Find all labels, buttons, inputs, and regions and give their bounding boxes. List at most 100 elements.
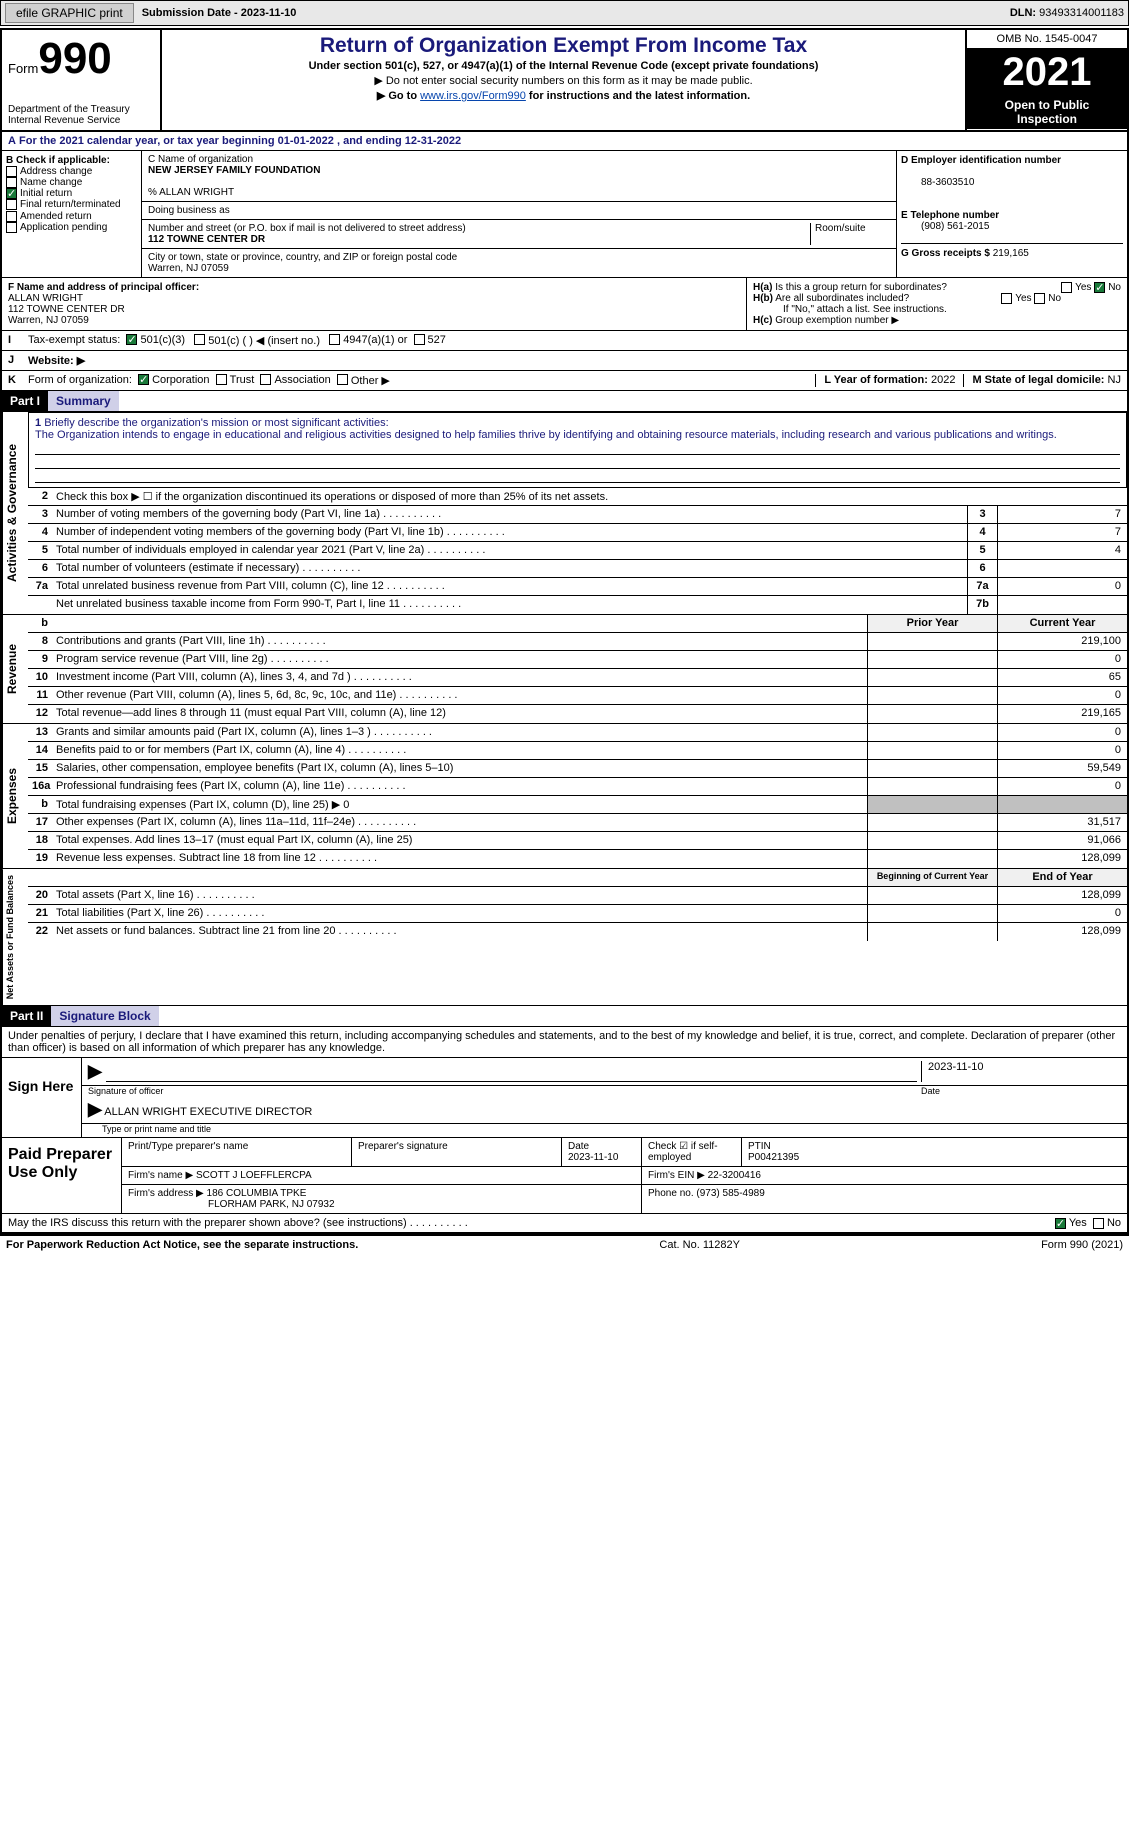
chk-501c3[interactable] <box>126 334 137 345</box>
perjury-declaration: Under penalties of perjury, I declare th… <box>2 1027 1127 1058</box>
sign-here-label: Sign Here <box>2 1058 82 1137</box>
val-9: 0 <box>997 651 1127 668</box>
chk-other[interactable] <box>337 374 348 385</box>
chk-4947[interactable] <box>329 334 340 345</box>
form-ref: Form 990 (2021) <box>1041 1239 1123 1251</box>
firm-addr2: FLORHAM PARK, NJ 07932 <box>128 1199 335 1210</box>
paperwork-notice: For Paperwork Reduction Act Notice, see … <box>6 1239 358 1251</box>
val-18: 91,066 <box>997 832 1127 849</box>
firm-name: SCOTT J LOEFFLERCPA <box>196 1170 312 1181</box>
prep-date: 2023-11-10 <box>568 1152 618 1163</box>
chk-corporation[interactable] <box>138 374 149 385</box>
chk-association[interactable] <box>260 374 271 385</box>
telephone: (908) 561-2015 <box>901 221 989 232</box>
irs-link[interactable]: www.irs.gov/Form990 <box>420 90 526 102</box>
firm-phone: (973) 585-4989 <box>696 1188 764 1199</box>
arrow-icon: ▶ <box>88 1061 102 1082</box>
val-21: 0 <box>997 905 1127 922</box>
section-bcd: B Check if applicable: Address change Na… <box>2 151 1127 278</box>
chk-initial-return[interactable] <box>6 188 17 199</box>
form-number: 990 <box>38 34 111 83</box>
chk-discuss-no[interactable] <box>1093 1218 1104 1229</box>
section-activities-governance: Activities & Governance 1 Briefly descri… <box>2 412 1127 615</box>
page-footer: For Paperwork Reduction Act Notice, see … <box>0 1234 1129 1254</box>
vert-label-revenue: Revenue <box>2 615 28 723</box>
officer-name: ALLAN WRIGHT <box>8 293 83 304</box>
chk-hb-yes[interactable] <box>1001 293 1012 304</box>
chk-final-return[interactable] <box>6 199 17 210</box>
row-j-website: J Website: ▶ <box>2 351 1127 371</box>
ptin: P00421395 <box>748 1152 799 1163</box>
form-subtitle: Under section 501(c), 527, or 4947(a)(1)… <box>168 60 959 72</box>
line2-text: Check this box ▶ ☐ if the organization d… <box>52 488 1127 505</box>
care-of: % ALLAN WRIGHT <box>148 187 234 198</box>
omb-number: OMB No. 1545-0047 <box>967 30 1127 50</box>
sig-date: 2023-11-10 <box>928 1061 983 1073</box>
chk-discuss-yes[interactable] <box>1055 1218 1066 1229</box>
vert-label-activities: Activities & Governance <box>2 412 28 614</box>
col-d-ein: D Employer identification number 88-3603… <box>897 151 1127 277</box>
hdr-current-year: Current Year <box>997 615 1127 632</box>
val-19: 128,099 <box>997 850 1127 868</box>
val-7b <box>997 596 1127 614</box>
org-city: Warren, NJ 07059 <box>148 263 229 274</box>
hdr-prior-year: Prior Year <box>867 615 997 632</box>
vert-label-net-assets: Net Assets or Fund Balances <box>2 869 28 1005</box>
officer-addr1: 112 TOWNE CENTER DR <box>8 304 125 315</box>
hdr-beginning: Beginning of Current Year <box>867 869 997 886</box>
chk-application-pending[interactable] <box>6 222 17 233</box>
hdr-end-year: End of Year <box>997 869 1127 886</box>
vert-label-expenses: Expenses <box>2 724 28 868</box>
row-a-calendar-year: A For the 2021 calendar year, or tax yea… <box>2 132 1127 151</box>
arrow-icon: ▶ <box>88 1099 102 1119</box>
dept-treasury: Department of the Treasury <box>8 104 154 115</box>
col-b-checkboxes: B Check if applicable: Address change Na… <box>2 151 142 277</box>
section-revenue: Revenue bPrior YearCurrent Year 8Contrib… <box>2 615 1127 724</box>
discuss-row: May the IRS discuss this return with the… <box>2 1214 1127 1232</box>
chk-527[interactable] <box>414 334 425 345</box>
chk-address-change[interactable] <box>6 166 17 177</box>
dba-label: Doing business as <box>142 202 896 220</box>
check-self-employed: Check ☑ if self-employed <box>642 1138 742 1166</box>
state-domicile: NJ <box>1108 374 1121 386</box>
gross-receipts: 219,165 <box>993 248 1029 259</box>
val-3: 7 <box>997 506 1127 523</box>
firm-addr1: 186 COLUMBIA TPKE <box>207 1188 307 1199</box>
open-to-public: Open to PublicInspection <box>967 95 1127 129</box>
dln: DLN: 93493314001183 <box>1010 7 1124 19</box>
chk-trust[interactable] <box>216 374 227 385</box>
form-note2: ▶ Go to www.irs.gov/Form990 for instruct… <box>168 89 959 102</box>
val-7a: 0 <box>997 578 1127 595</box>
section-fh: F Name and address of principal officer:… <box>2 278 1127 331</box>
val-17: 31,517 <box>997 814 1127 831</box>
efile-print-button[interactable]: efile GRAPHIC print <box>5 3 134 23</box>
chk-ha-no[interactable] <box>1094 282 1105 293</box>
val-22: 128,099 <box>997 923 1127 941</box>
form-word: Form <box>8 61 38 76</box>
section-expenses: Expenses 13Grants and similar amounts pa… <box>2 724 1127 869</box>
mission-block: 1 Briefly describe the organization's mi… <box>28 412 1127 488</box>
submission-label: Submission Date - 2023-11-10 <box>142 7 297 19</box>
chk-501c[interactable] <box>194 334 205 345</box>
officer-printed-name: ALLAN WRIGHT EXECUTIVE DIRECTOR <box>104 1106 312 1118</box>
room-suite: Room/suite <box>810 223 890 245</box>
irs-label: Internal Revenue Service <box>8 115 154 126</box>
ein-value: 88-3603510 <box>901 177 974 188</box>
col-b-header: B Check if applicable: <box>6 155 110 166</box>
val-11: 0 <box>997 687 1127 704</box>
row-i-tax-status: I Tax-exempt status: 501(c)(3) 501(c) ( … <box>2 331 1127 351</box>
chk-ha-yes[interactable] <box>1061 282 1072 293</box>
chk-hb-no[interactable] <box>1034 293 1045 304</box>
signature-block: Under penalties of perjury, I declare th… <box>2 1027 1127 1232</box>
val-16a: 0 <box>997 778 1127 795</box>
year-formation: 2022 <box>931 374 955 386</box>
chk-amended-return[interactable] <box>6 211 17 222</box>
form-title: Return of Organization Exempt From Incom… <box>168 34 959 58</box>
form-990: Form990 Department of the Treasury Inter… <box>0 28 1129 1234</box>
val-12: 219,165 <box>997 705 1127 723</box>
val-10: 65 <box>997 669 1127 686</box>
val-13: 0 <box>997 724 1127 741</box>
val-14: 0 <box>997 742 1127 759</box>
officer-addr2: Warren, NJ 07059 <box>8 315 89 326</box>
col-c-org-info: C Name of organizationNEW JERSEY FAMILY … <box>142 151 897 277</box>
